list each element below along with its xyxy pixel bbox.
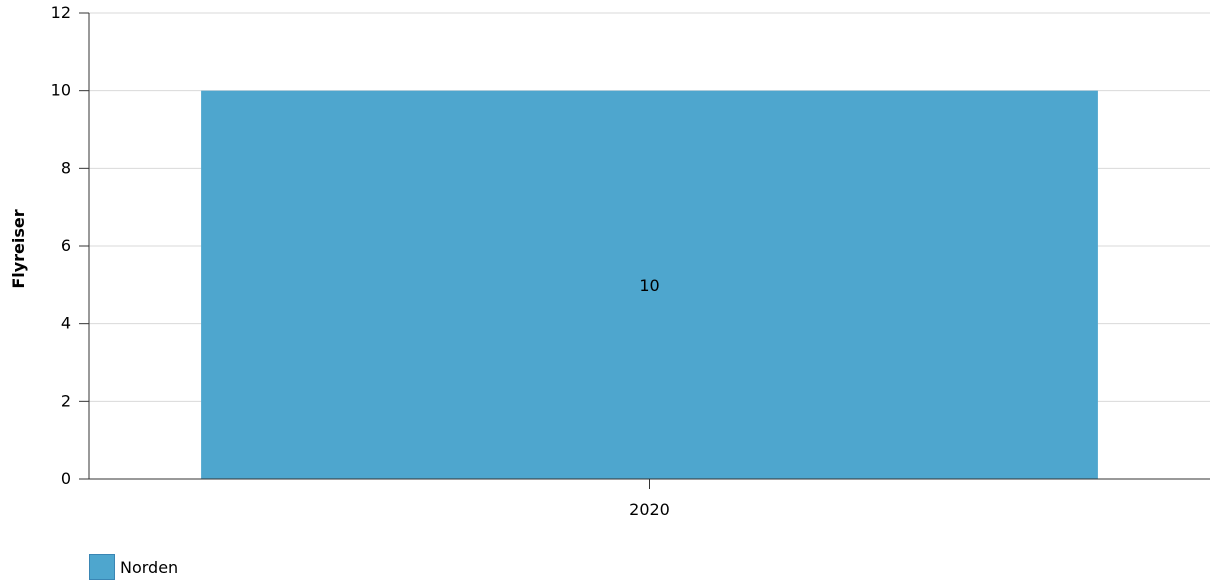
bars: 10	[201, 90, 1098, 480]
y-tick-label-6: 6	[61, 236, 71, 255]
legend-label-norden: Norden	[120, 557, 179, 577]
bar-2020	[201, 90, 1098, 480]
legend: Norden	[89, 554, 178, 580]
y-tick-label-10: 10	[51, 81, 71, 100]
y-axis-label: Flyreiser	[9, 209, 28, 288]
data-label-2020: 10	[639, 276, 659, 295]
axes	[79, 12, 1210, 489]
y-tick-label-4: 4	[61, 314, 71, 333]
y-tick-label-12: 12	[51, 3, 71, 22]
y-tick-label-2: 2	[61, 391, 71, 410]
legend-swatch-norden	[89, 554, 115, 580]
y-tick-labels: 0 2 4 6 8 10 12	[51, 3, 71, 488]
y-tick-label-8: 8	[61, 158, 71, 177]
y-tick-label-0: 0	[61, 469, 71, 488]
x-tick-label-2020: 2020	[629, 500, 670, 519]
x-tick-labels: 2020	[629, 500, 670, 519]
